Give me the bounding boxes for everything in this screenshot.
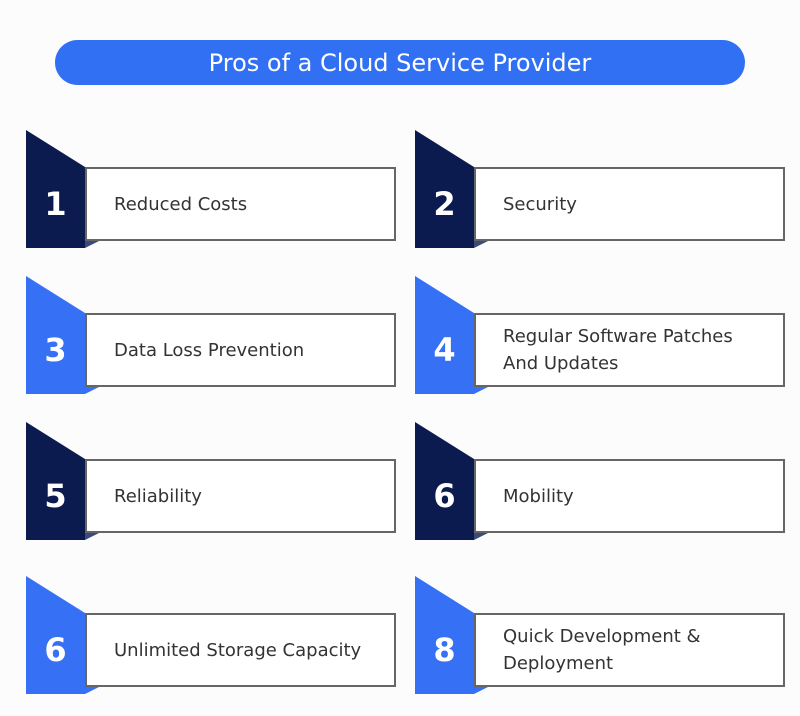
item-label: Quick Development & Deployment xyxy=(474,613,785,687)
item-label: Reduced Costs xyxy=(85,167,396,241)
item-label: Unlimited Storage Capacity xyxy=(85,613,396,687)
item-label: Regular Software Patches And Updates xyxy=(474,313,785,387)
item-number: 4 xyxy=(433,330,456,369)
item-number: 2 xyxy=(433,184,456,223)
fold xyxy=(474,386,490,394)
item-number: 3 xyxy=(44,330,67,369)
pro-item: 4 Regular Software Patches And Updates xyxy=(415,276,785,396)
fold xyxy=(474,686,490,694)
fold xyxy=(85,386,101,394)
item-number: 5 xyxy=(44,476,67,515)
pro-item: 3 Data Loss Prevention xyxy=(26,276,396,396)
item-number: 8 xyxy=(433,630,456,669)
pro-item: 6 Unlimited Storage Capacity xyxy=(26,576,396,696)
item-label: Data Loss Prevention xyxy=(85,313,396,387)
pro-item: 2 Security xyxy=(415,130,785,250)
item-number: 6 xyxy=(433,476,456,515)
item-number: 1 xyxy=(44,184,67,223)
pro-item: 8 Quick Development & Deployment xyxy=(415,576,785,696)
fold xyxy=(85,532,101,540)
pro-item: 5 Reliability xyxy=(26,422,396,542)
item-label: Security xyxy=(474,167,785,241)
fold xyxy=(474,240,490,248)
pro-item: 6 Mobility xyxy=(415,422,785,542)
item-label: Mobility xyxy=(474,459,785,533)
fold xyxy=(85,686,101,694)
item-number: 6 xyxy=(44,630,67,669)
pro-item: 1 Reduced Costs xyxy=(26,130,396,250)
fold xyxy=(474,532,490,540)
fold xyxy=(85,240,101,248)
page-title: Pros of a Cloud Service Provider xyxy=(55,40,745,85)
item-label: Reliability xyxy=(85,459,396,533)
